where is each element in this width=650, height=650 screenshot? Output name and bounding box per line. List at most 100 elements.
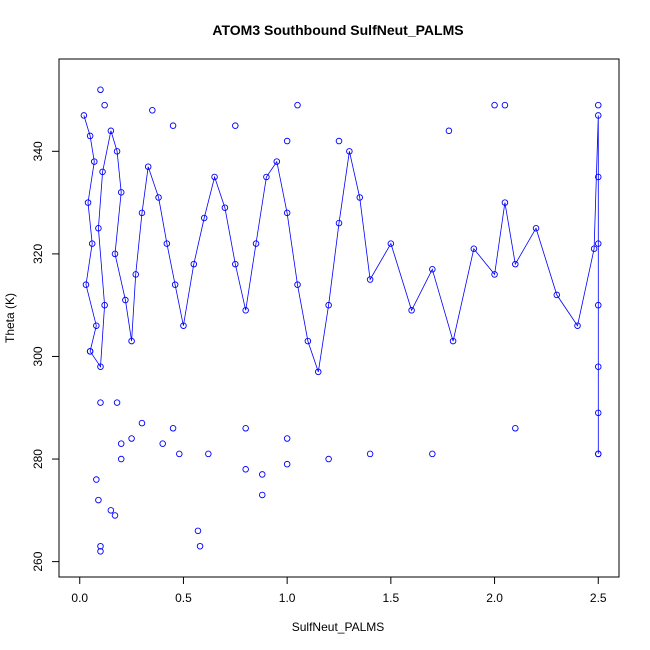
data-point [294,101,301,109]
data-point [501,101,509,109]
data-point [196,542,204,550]
data-point [91,158,98,165]
data-point [242,307,249,314]
x-tick-label: 2.5 [590,591,607,605]
data-point [99,168,106,176]
data-point [408,307,415,314]
data-point [138,209,146,217]
data-point [590,245,598,253]
data-point [205,450,212,458]
data-point [128,435,135,442]
data-point [93,322,100,329]
data-point [128,337,135,345]
series-line [83,115,599,454]
data-point [132,271,139,278]
y-tick-label: 320 [31,244,45,264]
data-point [273,158,281,165]
y-tick-label: 260 [31,551,45,571]
data-point [242,466,249,473]
data-point [335,137,343,145]
data-point [259,491,266,499]
data-point [200,214,208,222]
data-point [97,542,104,550]
data-point [595,240,602,247]
data-point [86,348,94,355]
data-point [242,425,249,432]
y-tick-label: 280 [31,449,45,469]
data-point [595,301,602,309]
data-point [97,86,104,94]
plot-area [80,86,602,555]
data-point [252,240,260,247]
data-point [595,173,602,181]
x-tick-label: 0.5 [175,591,192,605]
data-point [113,399,121,406]
data-point [180,322,187,329]
data-point [117,440,125,447]
data-point [263,173,270,181]
x-tick-label: 2.0 [486,591,503,605]
chart-title: ATOM3 Southbound SulfNeut_PALMS [212,22,463,38]
data-point [88,240,96,247]
data-point [82,281,90,288]
x-tick-label: 1.5 [383,591,400,605]
data-point [86,132,94,140]
data-point [138,419,146,427]
data-point [294,281,301,288]
data-point [445,127,453,135]
data-point [232,122,239,129]
data-point [97,363,104,370]
data-point [429,450,436,458]
data-point [122,296,129,304]
data-point [107,127,115,135]
data-point [117,189,125,196]
x-axis-title: SulfNeut_PALMS [292,620,385,634]
data-point [97,548,104,555]
data-point [335,219,343,227]
data-point [315,368,322,376]
data-point [171,281,179,288]
data-point [211,173,218,181]
data-point [491,271,498,278]
data-point [325,455,332,463]
data-point [111,250,119,258]
data-point [95,496,102,504]
y-axis-title: Theta (K) [3,293,17,343]
data-point [470,245,478,253]
data-point [144,163,152,170]
y-axis: 260 280 300 320 340 [31,141,60,572]
data-point [304,337,312,345]
data-point [491,101,498,109]
data-point [283,435,291,442]
data-point [190,260,198,268]
x-tick-label: 1.0 [279,591,296,605]
data-point [101,101,108,109]
data-point [84,199,92,206]
data-point [595,450,602,458]
data-point [283,209,291,217]
data-point [111,512,119,519]
data-point [232,260,239,268]
data-point [346,148,353,155]
data-point [163,240,171,247]
data-point [221,204,229,211]
data-point [595,112,602,119]
data-point [595,409,602,417]
data-point [325,301,332,309]
data-point [449,337,457,345]
data-point [283,137,291,145]
data-point [101,301,108,309]
data-point [366,276,374,283]
data-point [283,460,291,468]
data-point [169,425,177,432]
data-point [429,266,436,273]
x-axis: 0.0 0.5 1.0 1.5 2.0 2.5 [71,576,607,605]
data-point [169,122,177,129]
data-point [595,363,602,370]
data-point [356,194,363,201]
data-point [387,240,395,247]
data-point [366,450,374,458]
data-point [95,224,102,232]
data-point [574,322,581,329]
